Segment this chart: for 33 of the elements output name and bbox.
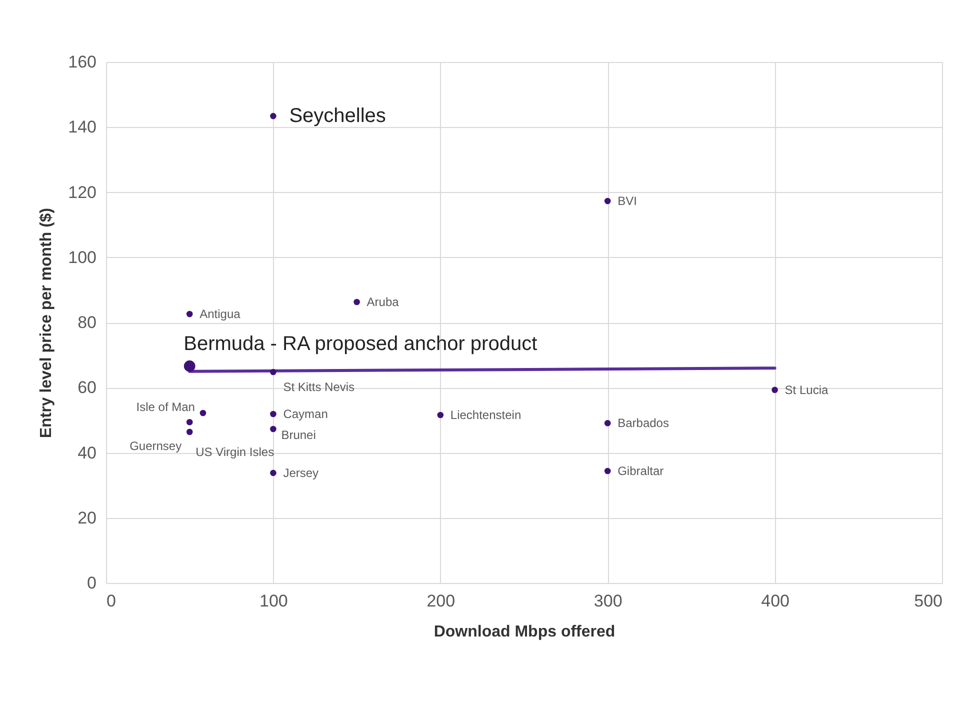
annotation: Gibraltar xyxy=(618,464,664,478)
annotation: Antigua xyxy=(200,307,241,322)
y-tick-label: 60 xyxy=(78,378,96,398)
x-axis-title: Download Mbps offered xyxy=(434,624,616,640)
y-tick-label: 40 xyxy=(78,443,96,462)
y-tick-label: 160 xyxy=(68,52,96,72)
annotation: Seychelles xyxy=(289,105,386,128)
annotation: Jersey xyxy=(283,466,319,480)
annotation: BVI xyxy=(618,194,637,208)
annotation: Brunei xyxy=(281,428,316,442)
annotation: Bermuda - RA proposed anchor product xyxy=(184,333,538,356)
annotation: St Lucia xyxy=(784,382,828,397)
annotation: Isle of Man xyxy=(136,400,195,414)
annotation: Barbados xyxy=(618,416,669,430)
x-tick-label: 0 xyxy=(106,592,116,610)
y-tick-label: 120 xyxy=(68,182,96,202)
annotation: Liechtenstein xyxy=(450,408,522,422)
annotation: US Virgin Isles xyxy=(196,445,274,460)
y-axis-title: Entry level price per month ($) xyxy=(38,208,56,438)
y-tick-label: 0 xyxy=(87,574,96,592)
x-tick-label: 200 xyxy=(426,592,456,610)
y-tick-label: 100 xyxy=(68,248,96,267)
annotation: St Kitts Nevis xyxy=(283,380,355,394)
y-tick-label: 20 xyxy=(78,508,96,528)
x-tick-label: 400 xyxy=(761,592,790,610)
x-tick-label: 500 xyxy=(914,592,942,610)
annotation: Guernsey xyxy=(130,438,182,453)
y-tick-label: 140 xyxy=(68,118,96,137)
annotation: Cayman xyxy=(283,407,328,421)
x-tick-label: 300 xyxy=(594,592,622,610)
x-tick-label: 100 xyxy=(260,592,288,610)
annotation: Aruba xyxy=(366,294,400,309)
y-tick-label: 80 xyxy=(78,313,96,332)
